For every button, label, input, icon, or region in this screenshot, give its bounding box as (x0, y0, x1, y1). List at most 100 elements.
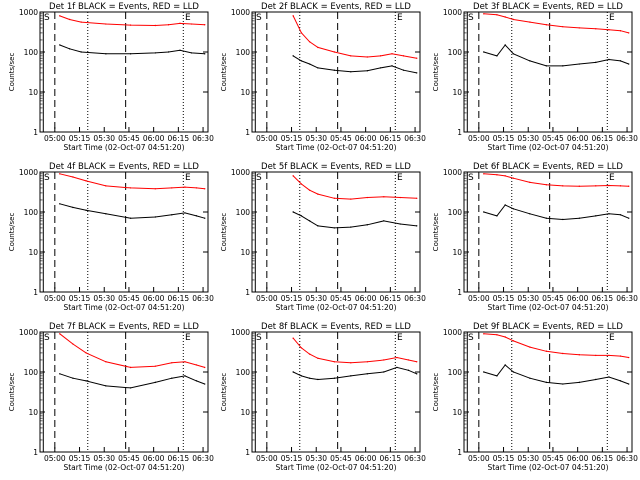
panel-2: Det 2f BLACK = Events, RED = LLD Counts/s… (220, 2, 426, 152)
panel-6: Det 6f BLACK = Events, RED = LLD Counts/s… (432, 162, 638, 312)
events-point (171, 214, 173, 216)
y-tick-label: 1 (33, 448, 38, 457)
plot-frame (251, 331, 421, 453)
events-point (300, 215, 303, 217)
lld-point (308, 189, 311, 191)
start-label: S (256, 333, 262, 343)
y-tick-label: 1 (245, 288, 250, 297)
lld-point (333, 51, 336, 53)
y-tick-label: 1000 (231, 168, 250, 177)
lld-point (366, 56, 368, 58)
y-tick-label: 1 (245, 128, 250, 137)
events-point (619, 214, 622, 216)
x-tick-label: 05:15 (493, 294, 515, 303)
y-tick-label: 100 (236, 48, 251, 57)
events-point (608, 213, 610, 215)
lld-point (105, 23, 107, 25)
lld-point (129, 187, 132, 189)
x-tick-label: 06:15 (380, 454, 402, 463)
x-tick-label: 06:00 (143, 134, 165, 143)
x-tick-label: 05:00 (256, 454, 278, 463)
panel-title: Det 4f BLACK = Events, RED = LLD (49, 162, 199, 172)
x-tick-label: 05:45 (330, 454, 352, 463)
lld-point (628, 32, 630, 34)
events-series-line (59, 203, 205, 219)
x-tick-label: 05:15 (493, 134, 515, 143)
panel-title: Det 6f BLACK = Events, RED = LLD (473, 162, 623, 172)
x-axis-label: Start Time (02-Oct-07 04:51:20) (487, 463, 608, 472)
start-label: S (468, 173, 474, 183)
lld-point (483, 13, 485, 15)
events-series-line (483, 364, 629, 385)
lld-point (154, 188, 156, 190)
lld-point (317, 357, 319, 360)
events-point (184, 212, 186, 214)
panel-title: Det 7f BLACK = Events, RED = LLD (49, 322, 199, 332)
lld-point (292, 15, 294, 17)
events-point (204, 383, 206, 385)
events-point (59, 373, 61, 375)
lld-point (545, 24, 548, 26)
y-tick-label: 100 (448, 48, 463, 57)
lld-point (195, 187, 198, 189)
panel-title: Det 5f BLACK = Events, RED = LLD (261, 162, 411, 172)
events-point (608, 376, 610, 378)
panel-9: Det 9f BLACK = Events, RED = LLD Counts/s… (432, 322, 638, 472)
lld-point (496, 14, 498, 16)
lld-point (407, 359, 410, 361)
y-axis-label: Counts/sec (432, 53, 440, 92)
events-point (292, 211, 294, 213)
lld-series-line (483, 173, 629, 187)
lld-point (317, 46, 319, 49)
y-tick-label: 1 (33, 128, 38, 137)
end-label: E (609, 13, 615, 23)
end-label: E (609, 173, 615, 183)
events-point (512, 208, 515, 210)
x-tick-label: 05:45 (330, 294, 352, 303)
x-tick-label: 06:30 (192, 454, 214, 463)
events-point (595, 215, 597, 217)
lld-point (105, 361, 107, 363)
events-point (167, 51, 170, 53)
lld-series-line (59, 333, 205, 368)
events-point (308, 377, 311, 379)
events-point (545, 217, 548, 219)
events-point (154, 52, 156, 54)
events-point (628, 383, 630, 385)
events-series-line (292, 366, 417, 381)
lld-point (171, 362, 173, 364)
lld-point (179, 22, 181, 25)
x-tick-label: 05:15 (69, 134, 91, 143)
lld-point (80, 21, 82, 23)
events-point (483, 371, 485, 373)
lld-point (512, 18, 515, 21)
events-point (399, 223, 401, 225)
y-axis-label: Counts/sec (8, 373, 16, 412)
x-tick-label: 05:15 (69, 294, 91, 303)
y-tick-label: 1000 (443, 8, 462, 17)
lld-point (562, 25, 564, 28)
x-tick-label: 06:15 (168, 454, 190, 463)
lld-point (292, 175, 294, 177)
x-tick-label: 05:45 (542, 134, 564, 143)
events-point (504, 364, 506, 366)
y-axis-label: Counts/sec (8, 213, 16, 252)
y-axis-label: Counts/sec (8, 53, 16, 92)
events-series-line (483, 44, 629, 67)
x-tick-label: 06:15 (592, 454, 614, 463)
lld-point (608, 354, 610, 357)
events-series-line (59, 44, 205, 55)
events-point (129, 53, 132, 55)
events-point (308, 63, 311, 65)
lld-point (171, 187, 173, 189)
x-axis-label: Start Time (02-Oct-07 04:51:20) (63, 463, 184, 472)
x-tick-label: 05:45 (330, 134, 352, 143)
events-point (595, 61, 597, 64)
lld-point (204, 366, 206, 369)
x-tick-label: 05:30 (305, 454, 327, 463)
events-point (350, 226, 352, 228)
lld-series-line (292, 175, 417, 200)
x-tick-label: 05:45 (542, 294, 564, 303)
events-point (204, 53, 206, 55)
y-tick-label: 1000 (19, 168, 38, 177)
